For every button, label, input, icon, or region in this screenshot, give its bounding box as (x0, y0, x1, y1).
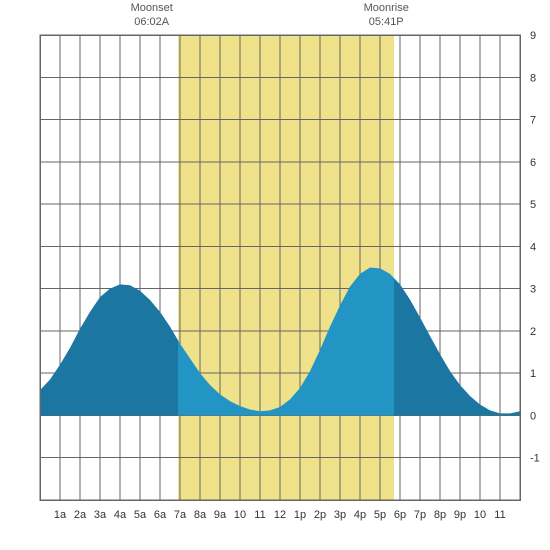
chart-svg: -101234567891a2a3a4a5a6a7a8a9a1011121p2p… (0, 0, 550, 550)
svg-text:6: 6 (530, 157, 536, 169)
svg-text:3p: 3p (334, 509, 346, 521)
svg-text:12: 12 (274, 509, 286, 521)
moonrise-label: Moonrise 05:41P (364, 2, 409, 30)
svg-text:7a: 7a (174, 509, 187, 521)
svg-text:9p: 9p (454, 509, 466, 521)
svg-text:0: 0 (530, 410, 536, 422)
svg-text:8: 8 (530, 72, 536, 84)
svg-text:3a: 3a (94, 509, 107, 521)
svg-text:10: 10 (474, 509, 486, 521)
svg-text:1p: 1p (294, 509, 306, 521)
svg-text:4a: 4a (114, 509, 127, 521)
svg-text:7p: 7p (414, 509, 426, 521)
svg-text:9: 9 (530, 30, 536, 42)
svg-text:11: 11 (494, 509, 505, 521)
svg-text:5: 5 (530, 199, 536, 211)
svg-text:3: 3 (530, 284, 536, 296)
svg-text:8a: 8a (194, 509, 207, 521)
svg-text:1: 1 (530, 368, 536, 380)
tide-chart: Moonset 06:02A Moonrise 05:41P -10123456… (0, 0, 550, 550)
moonset-title: Moonset (131, 2, 173, 14)
moonrise-time: 05:41P (369, 16, 404, 28)
moonset-label: Moonset 06:02A (131, 2, 173, 30)
svg-text:2a: 2a (74, 509, 87, 521)
svg-text:2p: 2p (314, 509, 326, 521)
svg-text:9a: 9a (214, 509, 227, 521)
moonrise-title: Moonrise (364, 2, 409, 14)
svg-text:8p: 8p (434, 509, 446, 521)
svg-text:6p: 6p (394, 509, 406, 521)
svg-text:4p: 4p (354, 509, 366, 521)
svg-text:6a: 6a (154, 509, 167, 521)
svg-text:10: 10 (234, 509, 246, 521)
svg-text:7: 7 (530, 115, 536, 127)
moonset-time: 06:02A (134, 16, 169, 28)
svg-text:5a: 5a (134, 509, 147, 521)
svg-text:1a: 1a (54, 509, 67, 521)
svg-text:2: 2 (530, 326, 536, 338)
svg-text:4: 4 (530, 241, 536, 253)
svg-text:-1: -1 (530, 453, 540, 465)
svg-text:5p: 5p (374, 509, 386, 521)
svg-text:11: 11 (254, 509, 265, 521)
